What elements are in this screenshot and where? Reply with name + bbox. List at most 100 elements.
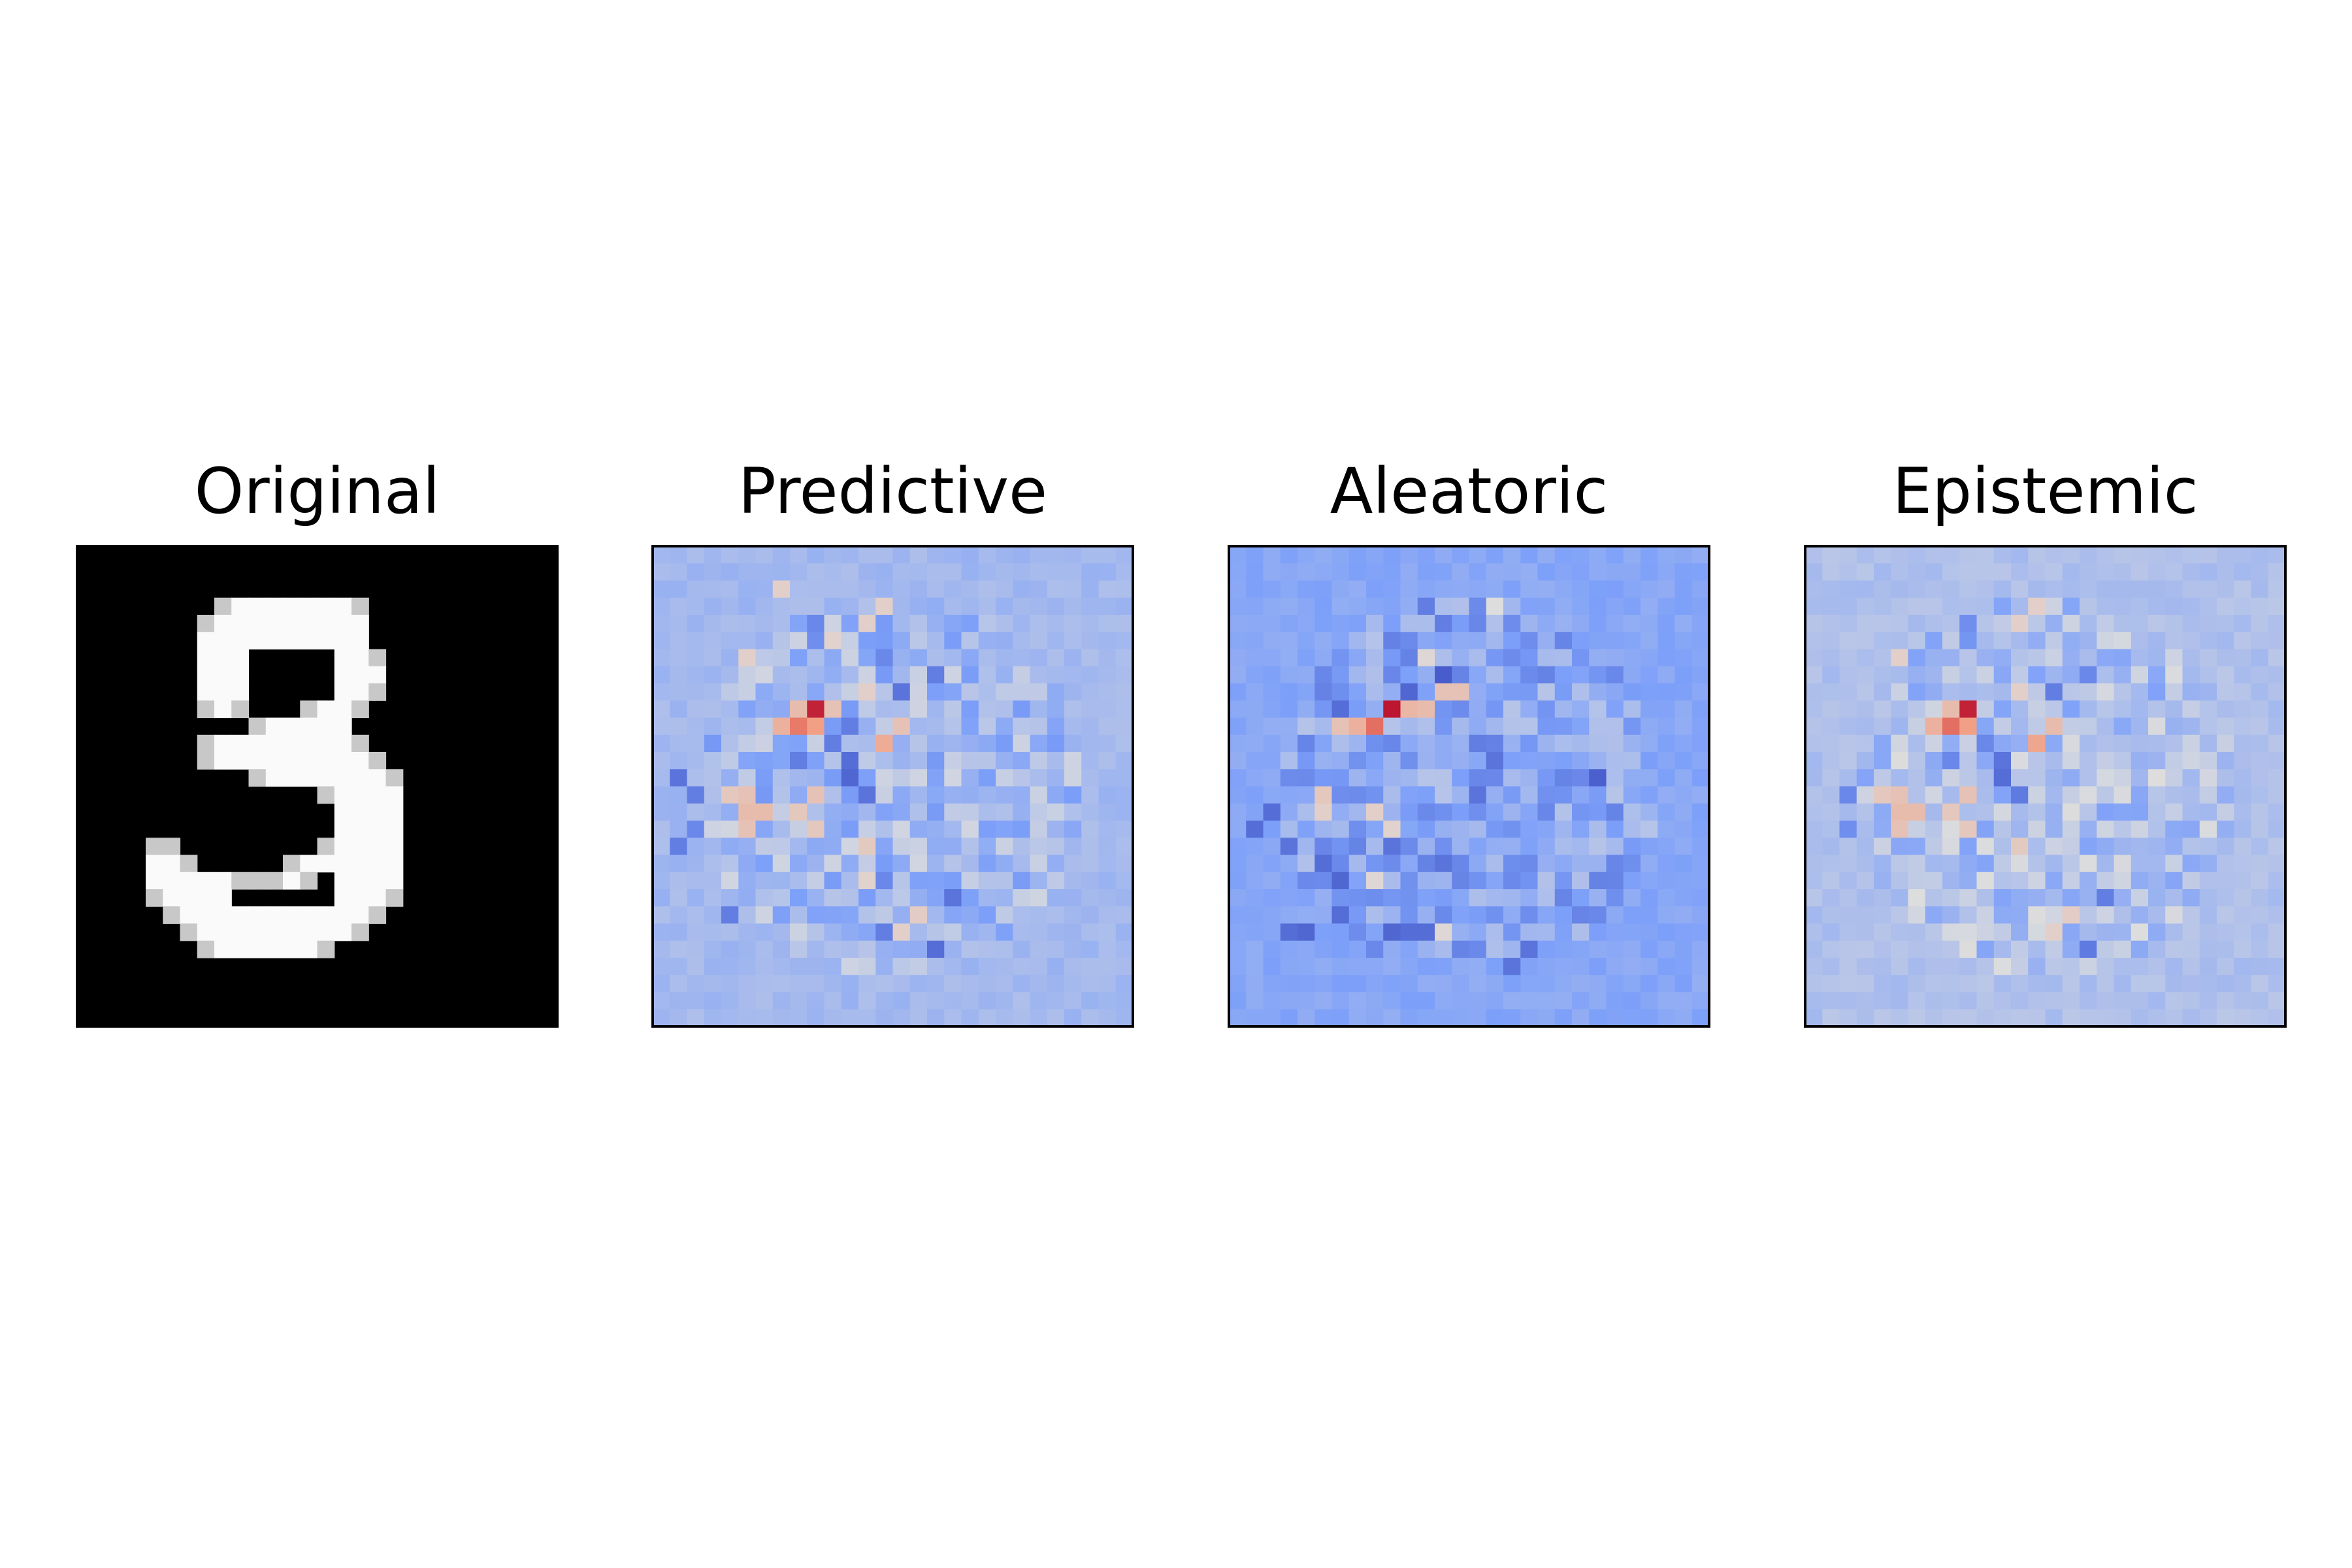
heatmap-cell <box>670 734 688 753</box>
heatmap-cell <box>1554 546 1573 564</box>
heatmap-cell <box>978 563 996 581</box>
heatmap-cell <box>1400 786 1418 804</box>
heatmap-cell <box>1891 906 1909 924</box>
heatmap-cell <box>1348 838 1367 856</box>
pixel-cell <box>317 855 335 873</box>
heatmap-cell <box>2217 803 2234 821</box>
heatmap-cell <box>1891 872 1909 890</box>
heatmap-cell <box>687 855 705 873</box>
pixel-cell <box>214 632 232 650</box>
pixel-cell <box>368 786 387 804</box>
heatmap-cell <box>996 940 1013 958</box>
heatmap-cell <box>1658 855 1676 873</box>
heatmap-cell <box>1925 958 1943 975</box>
heatmap-cell <box>1030 906 1048 924</box>
pixel-cell <box>300 855 318 873</box>
heatmap-cell <box>738 632 757 650</box>
heatmap-cell <box>1115 906 1134 924</box>
heatmap-cell <box>1691 717 1710 736</box>
pixel-cell <box>197 649 215 667</box>
heatmap-cell <box>1452 889 1470 907</box>
heatmap-cell <box>909 906 928 924</box>
heatmap-cell <box>670 889 688 907</box>
heatmap-cell <box>1417 700 1435 719</box>
heatmap-cell <box>1606 597 1624 615</box>
heatmap-cell <box>1839 803 1857 821</box>
heatmap-cell <box>704 923 722 941</box>
heatmap-cell <box>1280 838 1298 856</box>
pixel-cell <box>300 597 318 615</box>
heatmap-cell <box>1839 940 1857 958</box>
heatmap-cell <box>1572 734 1590 753</box>
heatmap-cell <box>1452 803 1470 821</box>
heatmap-cell <box>2217 872 2234 890</box>
heatmap-cell <box>2199 615 2217 632</box>
heatmap-cell <box>1315 666 1333 684</box>
heatmap-cell <box>670 923 688 941</box>
heatmap-cell <box>2268 563 2286 581</box>
heatmap-cell <box>2028 821 2046 838</box>
pixel-cell <box>351 666 369 684</box>
heatmap-cell <box>944 940 962 958</box>
heatmap-cell <box>2097 769 2115 787</box>
heatmap-cell <box>1348 958 1367 975</box>
heatmap-cell <box>978 752 996 770</box>
heatmap-cell <box>2165 546 2183 564</box>
heatmap-cell <box>687 752 705 770</box>
heatmap-cell <box>1554 940 1573 958</box>
heatmap-cell <box>1452 940 1470 958</box>
heatmap-cell <box>1047 546 1065 564</box>
heatmap-cell <box>1658 597 1676 615</box>
heatmap-cell <box>1925 700 1943 719</box>
heatmap-cell <box>1469 821 1487 838</box>
heatmap-cell <box>892 632 911 650</box>
heatmap-cell <box>1348 649 1367 667</box>
heatmap-cell <box>2131 872 2149 890</box>
heatmap-cell <box>858 838 876 856</box>
heatmap-cell <box>1537 855 1556 873</box>
heatmap-cell <box>1839 563 1857 581</box>
heatmap-cell <box>1280 717 1298 736</box>
pixel-cell <box>368 649 387 667</box>
heatmap-cell <box>2131 940 2149 958</box>
heatmap-cell <box>1098 597 1117 615</box>
pixel-cell <box>334 666 352 684</box>
heatmap-cell <box>1469 752 1487 770</box>
heatmap-cell <box>1435 940 1452 958</box>
heatmap-cell <box>1098 838 1117 856</box>
heatmap-cell <box>2199 632 2217 650</box>
heatmap-cell <box>1280 906 1298 924</box>
heatmap-cell <box>687 975 705 993</box>
heatmap-cell <box>1839 906 1857 924</box>
heatmap-cell <box>1331 632 1350 650</box>
heatmap-cell <box>2028 975 2046 993</box>
heatmap-cell <box>2080 906 2097 924</box>
heatmap-cell <box>1115 769 1134 787</box>
heatmap-cell <box>1263 803 1281 821</box>
heatmap-cell <box>1013 786 1031 804</box>
heatmap-cell <box>2080 700 2097 719</box>
heatmap-cell <box>653 786 670 804</box>
heatmap-cell <box>2199 975 2217 993</box>
heatmap-cell <box>1081 786 1100 804</box>
heatmap-cell <box>2028 855 2046 873</box>
pixel-cell <box>214 700 232 719</box>
heatmap-cell <box>978 1009 996 1027</box>
heatmap-cell <box>1064 717 1082 736</box>
heatmap-cell <box>1486 666 1504 684</box>
pixel-cell <box>334 632 352 650</box>
heatmap-cell <box>1976 752 1995 770</box>
pixel-cell <box>146 872 163 890</box>
heatmap-cell <box>1606 838 1624 856</box>
heatmap-cell <box>1115 855 1134 873</box>
heatmap-cell <box>1331 923 1350 941</box>
heatmap-cell <box>1976 769 1995 787</box>
heatmap-cell <box>755 752 774 770</box>
heatmap-cell <box>670 597 688 615</box>
heatmap-cell <box>687 546 705 564</box>
heatmap-cell <box>824 700 842 719</box>
heatmap-cell <box>1674 940 1693 958</box>
heatmap-cell <box>772 666 791 684</box>
heatmap-cell <box>1856 632 1874 650</box>
heatmap-cell <box>1874 889 1891 907</box>
